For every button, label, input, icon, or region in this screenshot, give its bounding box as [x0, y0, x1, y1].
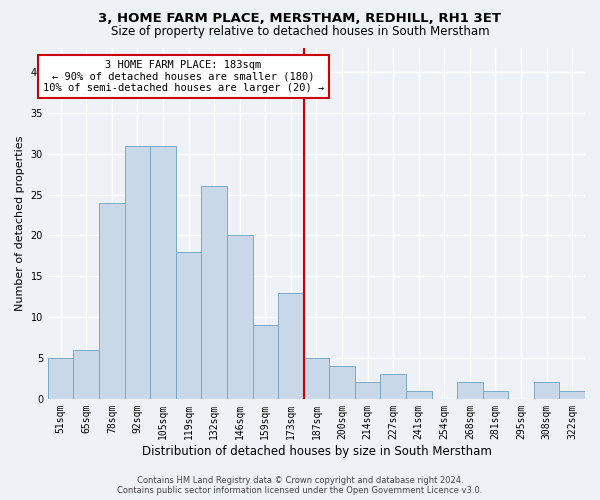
Y-axis label: Number of detached properties: Number of detached properties	[15, 136, 25, 311]
Bar	[253, 326, 278, 399]
Text: 3, HOME FARM PLACE, MERSTHAM, REDHILL, RH1 3ET: 3, HOME FARM PLACE, MERSTHAM, REDHILL, R…	[98, 12, 502, 26]
Bar	[73, 350, 99, 399]
Bar	[227, 236, 253, 399]
Bar	[125, 146, 150, 399]
Bar	[482, 390, 508, 399]
Bar	[534, 382, 559, 399]
X-axis label: Distribution of detached houses by size in South Merstham: Distribution of detached houses by size …	[142, 444, 491, 458]
Text: 3 HOME FARM PLACE: 183sqm
← 90% of detached houses are smaller (180)
10% of semi: 3 HOME FARM PLACE: 183sqm ← 90% of detac…	[43, 60, 324, 93]
Bar	[99, 202, 125, 399]
Bar	[48, 358, 73, 399]
Bar	[278, 292, 304, 399]
Bar	[150, 146, 176, 399]
Bar	[355, 382, 380, 399]
Text: Size of property relative to detached houses in South Merstham: Size of property relative to detached ho…	[110, 25, 490, 38]
Bar	[329, 366, 355, 399]
Bar	[176, 252, 202, 399]
Bar	[380, 374, 406, 399]
Bar	[304, 358, 329, 399]
Bar	[559, 390, 585, 399]
Text: Contains HM Land Registry data © Crown copyright and database right 2024.
Contai: Contains HM Land Registry data © Crown c…	[118, 476, 482, 495]
Bar	[202, 186, 227, 399]
Bar	[406, 390, 431, 399]
Bar	[457, 382, 482, 399]
